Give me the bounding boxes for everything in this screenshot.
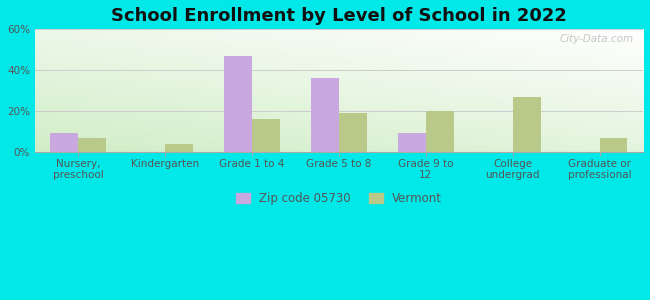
Title: School Enrollment by Level of School in 2022: School Enrollment by Level of School in …	[111, 7, 567, 25]
Bar	[78, 137, 106, 152]
Bar	[224, 56, 252, 152]
Bar	[398, 134, 426, 152]
Legend: Zip code 05730, Vermont: Zip code 05730, Vermont	[231, 187, 447, 210]
Text: City-Data.com: City-Data.com	[560, 34, 634, 44]
Bar	[165, 144, 193, 152]
Bar	[513, 97, 541, 152]
Bar	[599, 137, 627, 152]
Bar	[426, 111, 454, 152]
Bar	[311, 78, 339, 152]
Bar	[252, 119, 280, 152]
Bar	[339, 113, 367, 152]
Bar	[51, 134, 78, 152]
